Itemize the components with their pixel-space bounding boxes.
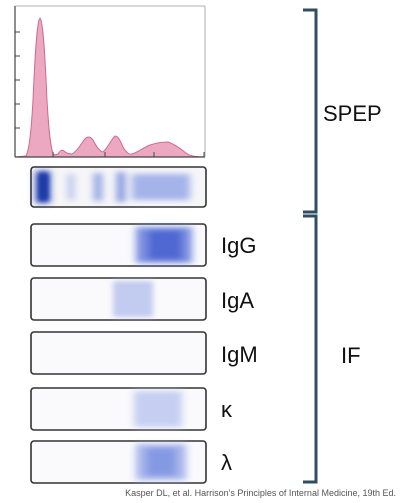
spep-y-ticks xyxy=(15,31,20,129)
spep-bracket xyxy=(303,8,318,214)
lane-label-iga: IgA xyxy=(221,288,255,313)
group-label-if: IF xyxy=(341,343,361,368)
if-lane-lambda xyxy=(30,440,207,484)
citation: Kasper DL, et al. Harrison's Principles … xyxy=(125,488,396,498)
spep-trace-plot xyxy=(14,5,206,158)
lane-label-lambda: λ xyxy=(221,450,232,475)
lane-label-igm: IgM xyxy=(221,342,258,367)
if-bracket xyxy=(303,214,318,484)
if-lane-igg xyxy=(30,223,207,267)
spep-x-ticks xyxy=(52,152,205,157)
group-label-spep: SPEP xyxy=(323,101,382,126)
if-lane-iga xyxy=(30,277,207,321)
spep-gel-strip xyxy=(30,166,207,208)
spep-trace-curve xyxy=(14,17,206,158)
if-lane-igm xyxy=(30,331,207,375)
if-lane-kappa xyxy=(30,387,207,431)
lane-label-kappa: κ xyxy=(221,397,232,422)
lane-label-igg: IgG xyxy=(221,233,257,258)
